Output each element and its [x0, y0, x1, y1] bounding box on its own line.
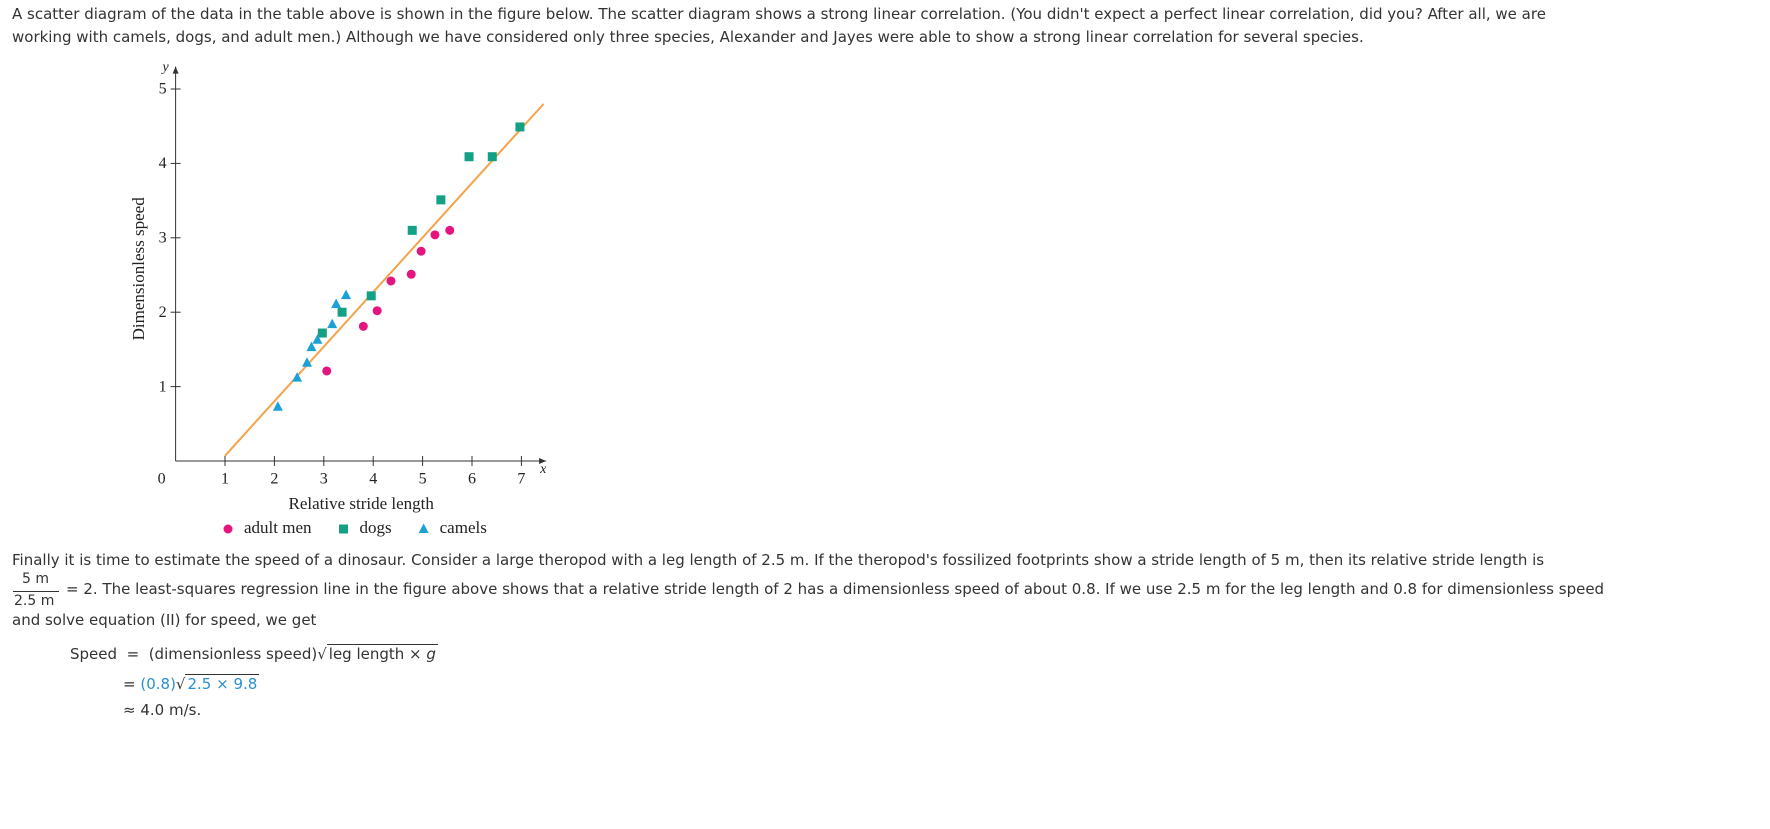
text: Speed — [70, 645, 118, 663]
y-axis-label: Dimensionless speed — [129, 197, 148, 341]
paragraph: A scatter diagram of the data in the tab… — [12, 5, 1546, 46]
origin-label: 0 — [158, 471, 166, 488]
y-tick-label: 1 — [159, 378, 167, 395]
point — [272, 401, 283, 411]
y-tick-label: 4 — [159, 155, 167, 172]
y-axis-name: y — [160, 60, 169, 75]
point — [317, 328, 327, 338]
y-tick-label: 2 — [159, 304, 167, 321]
equation-line: = (0.8)√ 2.5 × 9.8 — [123, 674, 260, 693]
text: leg length × — [328, 645, 422, 663]
legend-marker — [223, 524, 233, 534]
point — [337, 307, 347, 317]
y-arrow — [172, 66, 179, 74]
text: g — [426, 645, 436, 663]
point — [358, 321, 368, 331]
point — [292, 372, 303, 382]
paragraph: Finally it is time to estimate the speed… — [12, 551, 1545, 569]
legend-marker — [418, 523, 429, 533]
x-tick-label: 6 — [468, 471, 476, 488]
paragraph: and solve equation (II) for speed, we ge… — [12, 611, 317, 629]
y-tick-label: 5 — [159, 81, 167, 98]
point — [302, 357, 313, 367]
point — [445, 225, 455, 235]
point — [487, 152, 497, 162]
point — [436, 195, 446, 205]
point — [312, 334, 323, 344]
point — [464, 152, 474, 162]
point — [372, 306, 382, 316]
x-axis-label: Relative stride length — [288, 494, 434, 513]
point — [406, 269, 416, 279]
text: 2.5 × 9.8 — [185, 674, 260, 693]
x-tick-label: 7 — [517, 471, 525, 488]
point — [331, 298, 342, 309]
point — [430, 230, 440, 240]
text: ≈ — [123, 701, 136, 719]
regression-line — [224, 103, 545, 457]
y-tick-label: 3 — [159, 229, 167, 246]
x-tick-label: 5 — [419, 471, 427, 488]
equation-line: ≈ 4.0 m/s. — [123, 701, 201, 719]
point — [515, 122, 525, 132]
text: (0.8) — [140, 675, 176, 693]
point — [341, 289, 352, 300]
fraction-denominator: 2.5 m — [14, 593, 55, 609]
point — [386, 276, 396, 286]
point — [416, 246, 426, 256]
point — [407, 225, 417, 235]
legend-label: adult men — [244, 518, 312, 537]
x-tick-label: 4 — [369, 471, 377, 488]
text: = — [123, 675, 136, 693]
legend-label: dogs — [360, 518, 392, 537]
point — [366, 291, 376, 301]
x-arrow — [539, 458, 547, 464]
text: = — [126, 645, 140, 663]
point — [306, 341, 317, 352]
equation-lhs: Speed = (dimensionless speed)√ leg length… — [70, 644, 438, 663]
fraction-numerator: 5 m — [22, 571, 49, 587]
text: 4.0 m/s. — [140, 701, 202, 719]
radical: leg length × g — [326, 644, 438, 663]
point — [327, 318, 338, 329]
legend-marker — [339, 524, 349, 534]
x-tick-label: 2 — [270, 471, 278, 488]
x-tick-label: 1 — [221, 471, 229, 488]
text: (dimensionless speed) — [148, 645, 318, 663]
x-axis-name: x — [539, 462, 547, 477]
paragraph: = 2. The least-squares regression line i… — [66, 580, 1605, 598]
point — [322, 366, 332, 376]
x-tick-label: 3 — [320, 471, 328, 488]
legend-label: camels — [440, 518, 487, 537]
fraction-bar — [13, 591, 59, 592]
